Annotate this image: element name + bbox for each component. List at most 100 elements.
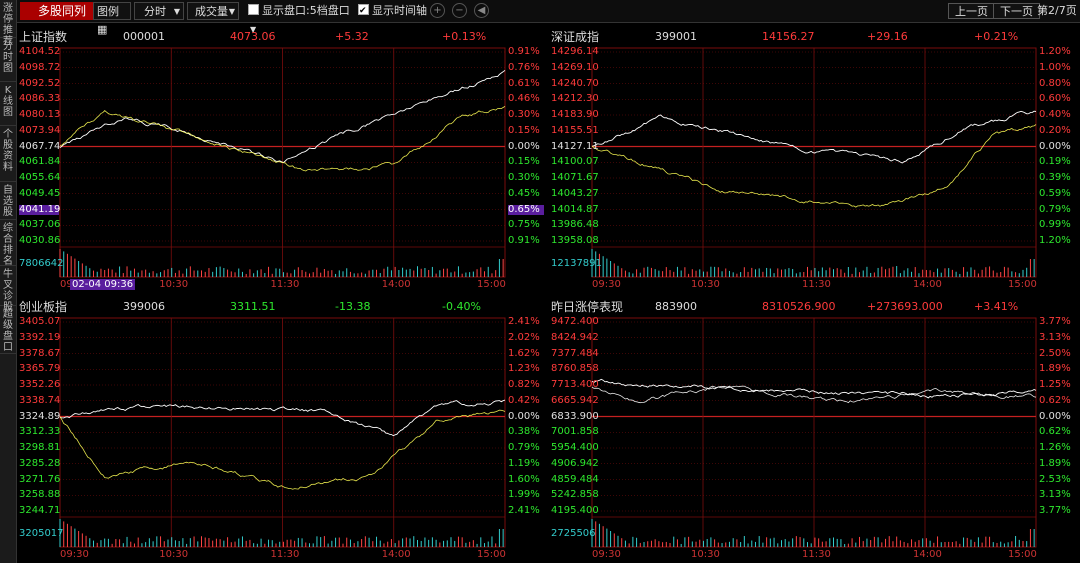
- pct-axis-label: 3.77%: [1039, 316, 1071, 327]
- page-indicator: 第2/7页: [1037, 4, 1077, 17]
- y-axis-label: 4049.45: [19, 187, 61, 199]
- x-axis-label: 11:30: [270, 549, 300, 560]
- y-axis-label: 3244.71: [19, 505, 61, 516]
- volume-label: 7806642: [19, 258, 64, 269]
- chart-panel-399001[interactable]: 深证成指 399001 14156.27 +29.16 +0.21% 14296.14 14…: [549, 28, 1080, 293]
- panel-code: 399006: [123, 300, 165, 313]
- zoom-out-icon[interactable]: −: [452, 3, 467, 18]
- x-axis-label: 09:30: [592, 279, 621, 290]
- sidebar-item-5[interactable]: 综合排名: [0, 220, 16, 267]
- indicator-select-value: 成交量: [195, 5, 228, 18]
- multi-stock-title-tab[interactable]: 多股同列: [20, 2, 104, 20]
- y-axis-label: 4104.52: [19, 46, 61, 57]
- chart-canvas: [59, 47, 506, 278]
- chart-panel-399006[interactable]: 创业板指 399006 3311.51 -13.38 -0.40% 3405.07 3392…: [17, 298, 549, 563]
- y-axis-label: 3324.89: [19, 410, 61, 422]
- mode-select[interactable]: 分时 ▼: [134, 2, 184, 20]
- panel-pct: +3.41%: [974, 300, 1019, 313]
- panel-name: 创业板指: [19, 300, 68, 314]
- chevron-down-icon: ▼: [228, 7, 235, 16]
- volume-label: 2725506: [551, 528, 596, 539]
- y-axis-label: 13958.08: [551, 235, 599, 246]
- panel-change: +5.32: [335, 30, 369, 43]
- pct-axis-label: 1.00%: [1039, 61, 1071, 73]
- sidebar-item-6[interactable]: 牛叉诊股: [0, 266, 16, 313]
- y-axis-label: 4041.19: [19, 203, 61, 215]
- sidebar-item-1[interactable]: 分时图: [0, 38, 16, 82]
- y-axis-label: 14155.51: [551, 124, 599, 136]
- pct-axis-label: 0.82%: [508, 379, 540, 390]
- y-axis-label: 3405.07: [19, 316, 61, 327]
- pct-axis-label: 2.02%: [508, 331, 540, 343]
- average-line: [59, 409, 506, 490]
- pct-axis-label: 1.89%: [1039, 363, 1071, 375]
- pct-axis-label: 0.40%: [1039, 109, 1071, 120]
- x-axis-label: 11:30: [802, 279, 831, 290]
- zoom-in-icon[interactable]: +: [430, 3, 445, 18]
- pct-axis-label: 0.19%: [1039, 156, 1071, 168]
- pct-axis-label: 0.38%: [508, 426, 540, 438]
- back-icon[interactable]: ◀: [474, 3, 489, 18]
- x-axis-label: 10:30: [159, 279, 189, 290]
- y-axis-label: 14240.70: [551, 77, 599, 89]
- pct-axis-label: 1.26%: [1039, 442, 1071, 453]
- pct-axis-label: 0.00%: [1039, 140, 1071, 152]
- x-axis-label: 09:30: [592, 549, 621, 560]
- average-line: [591, 385, 1037, 404]
- chart-panel-000001[interactable]: 上证指数 000001 4073.06 +5.32 +0.13% 4104.52 4098.…: [17, 28, 549, 293]
- cursor-time-label: 02-04 09:36: [70, 279, 136, 290]
- y-axis-label: 3352.26: [19, 379, 61, 390]
- prev-page-button[interactable]: 上一页: [948, 3, 995, 19]
- panel-code: 399001: [655, 30, 697, 43]
- x-axis-label: 15:00: [1008, 549, 1037, 560]
- sidebar-item-3[interactable]: 个股资料: [0, 126, 16, 182]
- show-time-axis-checkbox[interactable]: 显示时间轴: [355, 2, 431, 20]
- show-time-axis-label: 显示时间轴: [372, 4, 427, 17]
- y-axis-label: 14127.11: [551, 140, 599, 152]
- y-axis-label: 3312.33: [19, 426, 61, 438]
- pct-axis-label: 0.00%: [1039, 410, 1071, 422]
- chart-canvas: [591, 47, 1037, 278]
- chart-canvas: [59, 317, 506, 548]
- pct-axis-label: 1.99%: [508, 489, 540, 501]
- chart-panel-883900[interactable]: 昨日涨停表现 883900 8310526.900 +273693.000 +3.41%…: [549, 298, 1080, 563]
- y-axis-label: 14043.27: [551, 187, 599, 199]
- pct-axis-label: 0.30%: [508, 172, 540, 183]
- pct-axis-label: 0.75%: [508, 219, 540, 231]
- sidebar-item-0[interactable]: 涨停推荐: [0, 0, 16, 47]
- price-line: [591, 378, 1037, 399]
- indicator-select[interactable]: 成交量 ▼: [187, 2, 239, 20]
- y-axis-label: 13986.48: [551, 219, 599, 231]
- pct-axis-label: 1.89%: [1039, 457, 1071, 469]
- price-line: [591, 110, 1037, 164]
- y-axis-label: 14100.07: [551, 156, 599, 168]
- chevron-down-icon: ▼: [250, 25, 257, 34]
- pct-axis-label: 0.76%: [508, 61, 540, 73]
- pct-axis-label: 0.91%: [508, 46, 540, 57]
- x-axis-label: 14:00: [913, 279, 942, 290]
- sidebar-item-7[interactable]: 超级盘口: [0, 306, 16, 354]
- y-axis-label: 3285.28: [19, 457, 61, 469]
- panel-change: -13.38: [335, 300, 371, 313]
- x-axis-label: 10:30: [159, 549, 189, 560]
- y-axis-label: 4061.84: [19, 156, 61, 168]
- average-line: [591, 124, 1037, 208]
- layout-button[interactable]: 图例 ▦: [93, 2, 131, 36]
- y-axis-label: 5242.858: [551, 489, 599, 501]
- sidebar-item-4[interactable]: 自选股: [0, 182, 16, 220]
- left-sidebar: 涨停推荐 分时图 K线图 个股资料 自选股 综合排名 牛叉诊股 超级盘口: [0, 0, 17, 563]
- y-axis-label: 3365.79: [19, 363, 61, 375]
- pct-axis-label: 0.59%: [1039, 187, 1071, 199]
- y-axis-label: 4080.13: [19, 109, 61, 120]
- pct-axis-label: 0.79%: [1039, 203, 1071, 215]
- sidebar-item-2[interactable]: K线图: [0, 82, 16, 126]
- y-axis-label: 3378.67: [19, 347, 61, 359]
- show-depth-checkbox[interactable]: 显示盘口:5档盘口 ▼: [245, 2, 357, 34]
- next-page-button[interactable]: 下一页: [993, 3, 1040, 19]
- panel-pct: +0.13%: [442, 30, 487, 43]
- panel-code: 883900: [655, 300, 697, 313]
- y-axis-label: 14071.67: [551, 172, 599, 183]
- y-axis-label: 3271.76: [19, 473, 61, 485]
- layout-label: 图例: [97, 5, 119, 18]
- y-axis-label: 14212.30: [551, 93, 599, 105]
